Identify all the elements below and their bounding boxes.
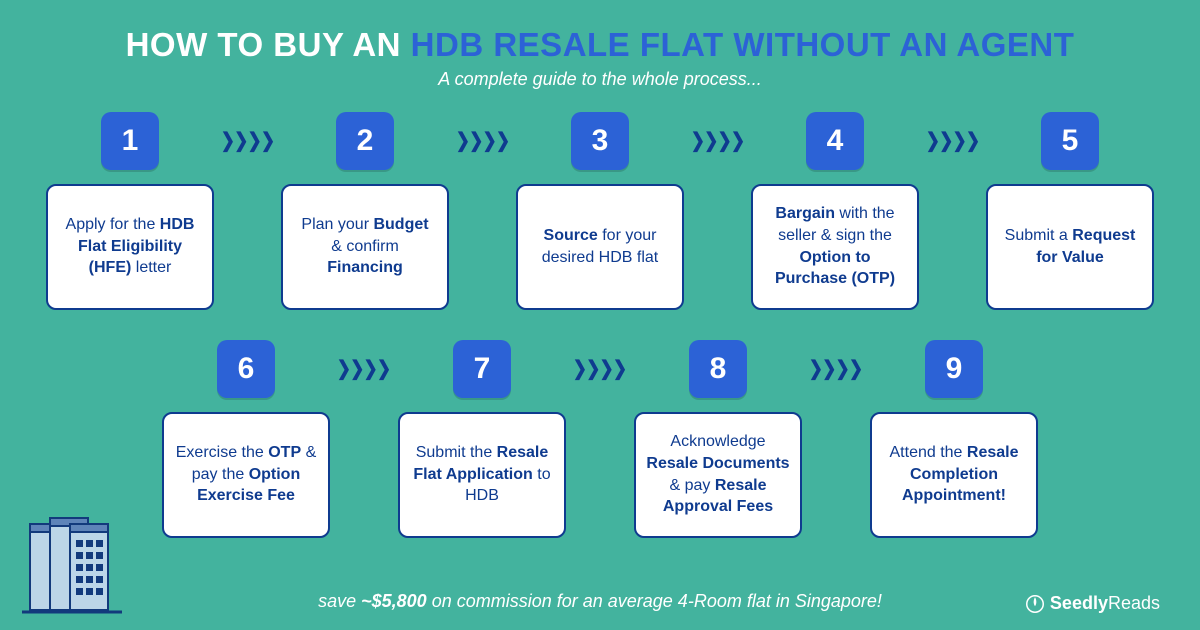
step-card-text: Exercise the OTP & pay the Option Exerci… — [174, 442, 318, 507]
step-5: 5 Submit a Request for Value — [986, 112, 1154, 310]
step-8: 8 Acknowledge Resale Documents & pay Resa… — [634, 340, 802, 538]
step-badge-8: 8 — [689, 340, 747, 398]
arrow-icon: ❯❯❯❯ — [802, 340, 870, 398]
footer-emphasis: ~$5,800 — [361, 591, 427, 611]
step-badge-9: 9 — [925, 340, 983, 398]
step-9: 9 Attend the Resale Completion Appointmen… — [870, 340, 1038, 538]
step-badge-1: 1 — [101, 112, 159, 170]
step-4: 4 Bargain with the seller & sign the Opti… — [751, 112, 919, 310]
brand-name-1: Seedly — [1050, 593, 1108, 613]
step-card-text: Attend the Resale Completion Appointment… — [882, 442, 1026, 507]
arrow-icon: ❯❯❯❯ — [214, 112, 281, 170]
arrow-icon: ❯❯❯❯ — [330, 340, 398, 398]
infographic-canvas: HOW TO BUY AN HDB RESALE FLAT WITHOUT AN… — [0, 0, 1200, 630]
step-7: 7 Submit the Resale Flat Application to H… — [398, 340, 566, 538]
footer-text: save ~$5,800 on commission for an averag… — [0, 591, 1200, 612]
step-card-2: Plan your Budget& confirm Financing — [281, 184, 449, 310]
arrow-icon: ❯❯❯❯ — [684, 112, 751, 170]
step-card-6: Exercise the OTP & pay the Option Exerci… — [162, 412, 330, 538]
step-card-text: Apply for the HDB Flat Eligibility (HFE)… — [58, 214, 202, 279]
step-1: 1 Apply for the HDB Flat Eligibility (HFE… — [46, 112, 214, 310]
step-badge-4: 4 — [806, 112, 864, 170]
brand-name-2: Reads — [1108, 593, 1160, 613]
step-badge-2: 2 — [336, 112, 394, 170]
step-card-3: Source for your desired HDB flat — [516, 184, 684, 310]
brand-badge: SeedlyReads — [1026, 593, 1160, 614]
step-badge-3: 3 — [571, 112, 629, 170]
step-card-text: Submit a Request for Value — [998, 225, 1142, 268]
step-card-text: Bargain with the seller & sign the Optio… — [763, 203, 907, 289]
page-title: HOW TO BUY AN HDB RESALE FLAT WITHOUT AN… — [46, 28, 1154, 63]
step-card-7: Submit the Resale Flat Application to HD… — [398, 412, 566, 538]
steps-row-1: 1 Apply for the HDB Flat Eligibility (HFE… — [46, 112, 1154, 310]
step-badge-5: 5 — [1041, 112, 1099, 170]
steps-row-2: 6 Exercise the OTP & pay the Option Exerc… — [46, 340, 1154, 538]
arrow-icon: ❯❯❯❯ — [919, 112, 986, 170]
footer-prefix: save — [318, 591, 361, 611]
step-card-4: Bargain with the seller & sign the Optio… — [751, 184, 919, 310]
step-3: 3 Source for your desired HDB flat — [516, 112, 684, 310]
step-card-text: Submit the Resale Flat Application to HD… — [410, 442, 554, 507]
step-card-5: Submit a Request for Value — [986, 184, 1154, 310]
step-card-9: Attend the Resale Completion Appointment… — [870, 412, 1038, 538]
building-icon — [22, 510, 122, 620]
arrow-icon: ❯❯❯❯ — [449, 112, 516, 170]
step-6: 6 Exercise the OTP & pay the Option Exerc… — [162, 340, 330, 538]
step-badge-7: 7 — [453, 340, 511, 398]
page-subtitle: A complete guide to the whole process... — [46, 69, 1154, 90]
step-card-1: Apply for the HDB Flat Eligibility (HFE)… — [46, 184, 214, 310]
title-part-2: HDB RESALE FLAT WITHOUT AN AGENT — [411, 26, 1075, 63]
step-badge-6: 6 — [217, 340, 275, 398]
step-card-8: Acknowledge Resale Documents & pay Resal… — [634, 412, 802, 538]
title-part-1: HOW TO BUY AN — [126, 26, 411, 63]
step-card-text: Acknowledge Resale Documents & pay Resal… — [646, 431, 790, 517]
step-2: 2 Plan your Budget& confirm Financing — [281, 112, 449, 310]
seedly-logo-icon — [1026, 595, 1044, 613]
arrow-icon: ❯❯❯❯ — [566, 340, 634, 398]
brand-text: SeedlyReads — [1050, 593, 1160, 614]
step-card-text: Source for your desired HDB flat — [528, 225, 672, 268]
footer-suffix: on commission for an average 4-Room flat… — [427, 591, 882, 611]
step-card-text: Plan your Budget& confirm Financing — [293, 214, 437, 279]
